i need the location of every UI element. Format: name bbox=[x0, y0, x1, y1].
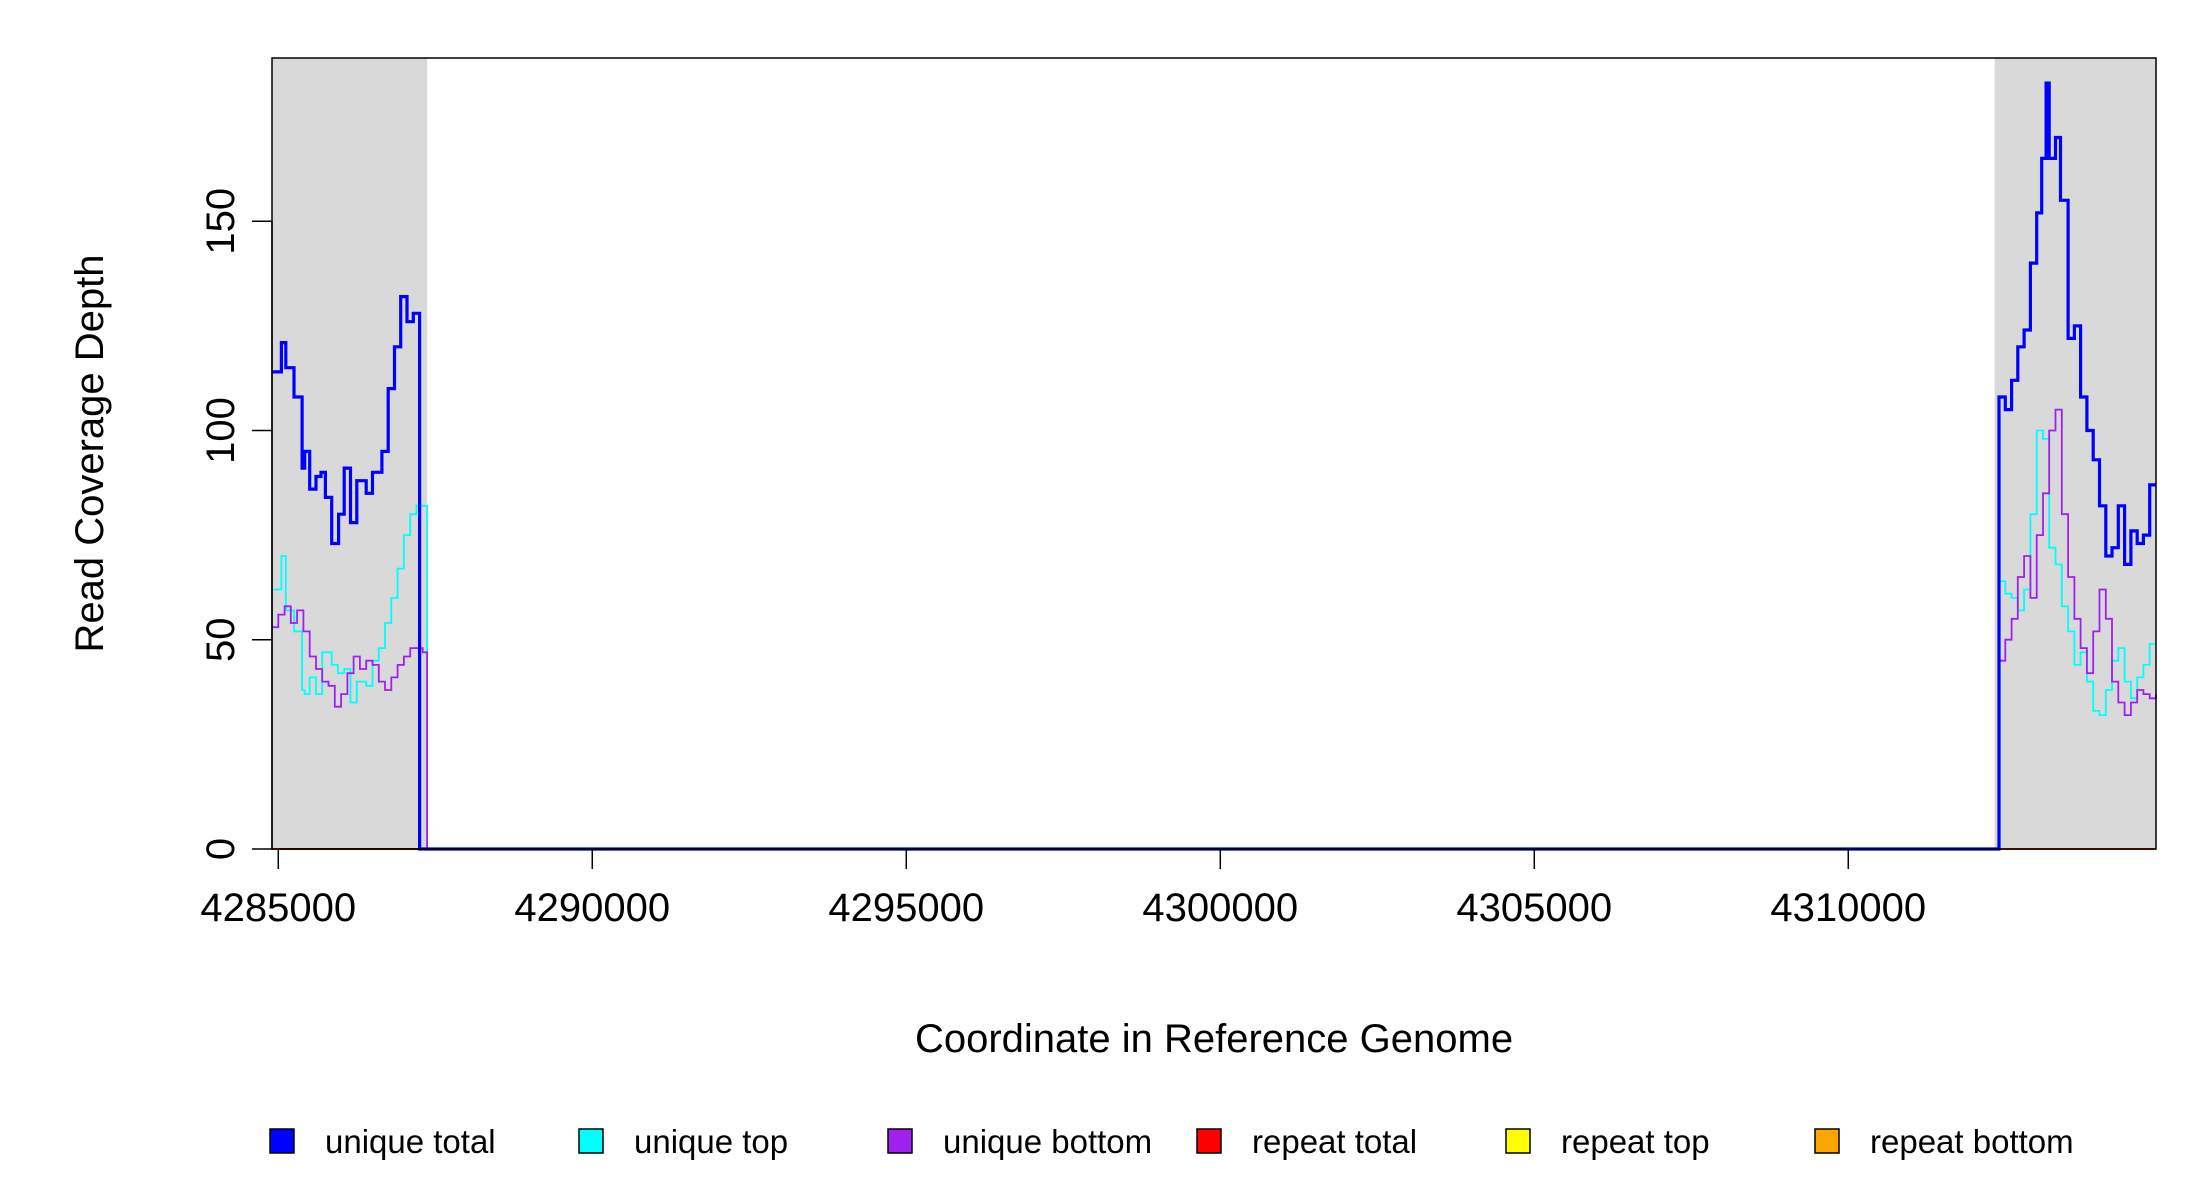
legend-swatch-unique-top bbox=[578, 1128, 604, 1154]
x-tick-label: 4295000 bbox=[828, 886, 984, 930]
shaded-regions bbox=[272, 58, 2156, 849]
legend-label-repeat-bottom: repeat bottom bbox=[1870, 1123, 2074, 1160]
legend-swatch-repeat-total bbox=[1196, 1128, 1222, 1154]
legend-label-repeat-total: repeat total bbox=[1252, 1123, 1417, 1160]
x-axis: 4285000 4290000 4295000 4300000 4305000 43100… bbox=[200, 848, 1926, 930]
x-axis-label: Coordinate in Reference Genome bbox=[915, 1017, 1513, 1061]
series-line-unique-total bbox=[272, 81, 2156, 851]
legend: unique total unique top unique bottom repea… bbox=[269, 1123, 2074, 1160]
x-tick-label: 4290000 bbox=[514, 886, 670, 930]
x-tick-label: 4285000 bbox=[200, 886, 356, 930]
y-tick-label: 150 bbox=[199, 188, 243, 255]
legend-label-unique-total: unique total bbox=[325, 1123, 496, 1160]
x-tick-label: 4310000 bbox=[1770, 886, 1926, 930]
legend-swatch-repeat-top bbox=[1505, 1128, 1531, 1154]
legend-swatch-repeat-bottom bbox=[1814, 1128, 1840, 1154]
series-line-unique-bottom bbox=[272, 408, 2157, 850]
plot-frame bbox=[271, 57, 2157, 850]
x-tick-label: 4305000 bbox=[1456, 886, 1612, 930]
legend-label-repeat-top: repeat top bbox=[1561, 1123, 1710, 1160]
y-tick-label: 0 bbox=[199, 838, 243, 860]
legend-swatch-unique-bottom bbox=[887, 1128, 913, 1154]
y-tick-label: 100 bbox=[199, 397, 243, 464]
y-tick-label: 50 bbox=[199, 617, 243, 662]
series-line-unique-top bbox=[272, 429, 2156, 850]
shaded-region bbox=[272, 58, 428, 849]
y-axis-label: Read Coverage Depth bbox=[68, 254, 112, 652]
shaded-region bbox=[1994, 58, 2156, 849]
y-axis: 0 50 100 150 bbox=[199, 188, 273, 860]
legend-label-unique-bottom: unique bottom bbox=[943, 1123, 1152, 1160]
x-tick-label: 4300000 bbox=[1142, 886, 1298, 930]
series-lines bbox=[272, 81, 2157, 851]
legend-swatch-unique-total bbox=[269, 1128, 295, 1154]
legend-label-unique-top: unique top bbox=[634, 1123, 788, 1160]
